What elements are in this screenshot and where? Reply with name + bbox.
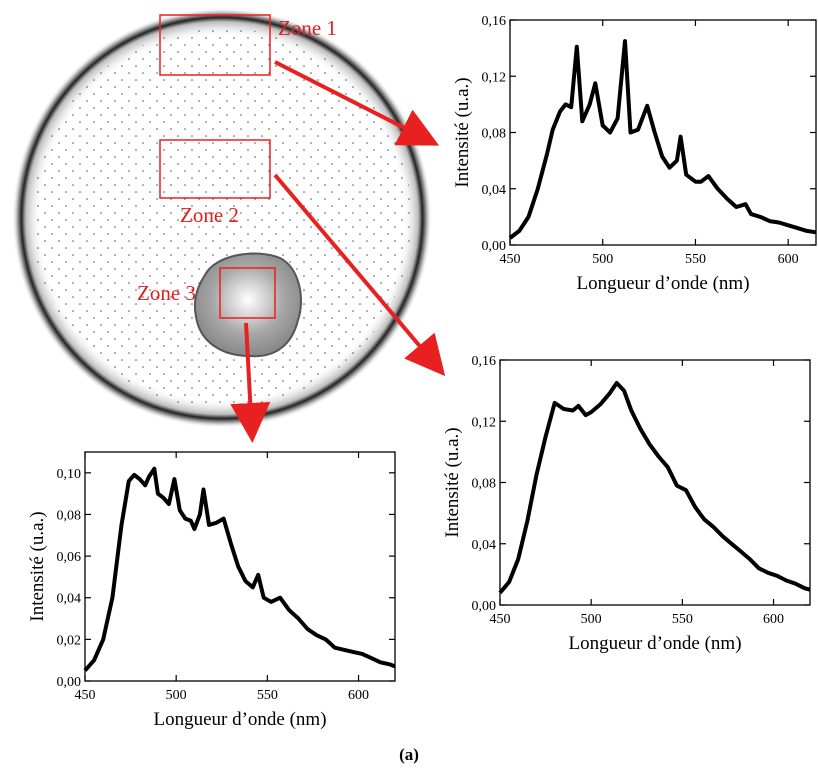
y-axis-label: Intensité (u.a.) — [27, 511, 48, 621]
droplet-dots — [32, 28, 412, 408]
x-tick-label: 500 — [166, 688, 187, 703]
y-tick-label: 0,16 — [472, 354, 497, 369]
plot-frame — [84, 451, 396, 682]
x-tick-label: 500 — [581, 612, 602, 627]
zone-box — [159, 14, 271, 76]
y-tick-label: 0,02 — [57, 633, 82, 648]
y-tick-label: 0,00 — [472, 599, 497, 614]
x-tick-label: 500 — [592, 252, 613, 267]
zone-box — [159, 139, 271, 199]
y-tick-label: 0,08 — [472, 477, 497, 492]
y-tick-label: 0,10 — [57, 467, 82, 482]
spectrum-line — [508, 39, 817, 240]
caption: (a) — [399, 745, 419, 764]
spectrum-line — [83, 466, 396, 672]
y-tick-label: 0,04 — [482, 183, 507, 198]
y-axis-label: Intensité (u.a.) — [442, 427, 463, 537]
y-tick-label: 0,12 — [482, 70, 507, 85]
x-tick-label: 450 — [75, 688, 96, 703]
y-tick-label: 0,06 — [57, 550, 82, 565]
plot-frame — [509, 19, 817, 246]
x-tick-label: 600 — [348, 688, 369, 703]
x-axis-label: Longueur d’onde (nm) — [568, 633, 741, 654]
arrow — [230, 322, 271, 443]
x-tick-label: 450 — [500, 252, 521, 267]
plot-frame — [499, 359, 811, 606]
zone-label: Zone 1 — [278, 16, 337, 40]
y-tick-label: 0,08 — [57, 508, 82, 523]
arrow — [273, 173, 446, 377]
arrow — [274, 60, 440, 146]
y-axis-label: Intensité (u.a.) — [452, 77, 473, 187]
diagram: Zone 1 Zone 2 Zone 3 — [12, 8, 446, 443]
zone-label: Zone 2 — [180, 203, 239, 227]
x-tick-label: 550 — [257, 688, 278, 703]
x-tick-label: 550 — [672, 612, 693, 627]
x-tick-label: 600 — [778, 252, 799, 267]
y-tick-label: 0,04 — [57, 592, 82, 607]
y-tick-label: 0,08 — [482, 127, 507, 142]
y-tick-label: 0,04 — [472, 538, 497, 553]
spectrum-line — [498, 381, 811, 595]
x-axis-label: Longueur d’onde (nm) — [576, 273, 749, 294]
x-tick-label: 450 — [490, 612, 511, 627]
y-tick-label: 0,12 — [472, 415, 497, 430]
x-tick-label: 550 — [685, 252, 706, 267]
zone-box — [219, 267, 276, 319]
y-tick-label: 0,00 — [57, 675, 82, 690]
y-tick-label: 0,00 — [482, 239, 507, 254]
y-tick-label: 0,16 — [482, 14, 507, 29]
x-tick-label: 600 — [763, 612, 784, 627]
x-axis-label: Longueur d’onde (nm) — [153, 709, 326, 730]
zone-label: Zone 3 — [137, 281, 196, 305]
